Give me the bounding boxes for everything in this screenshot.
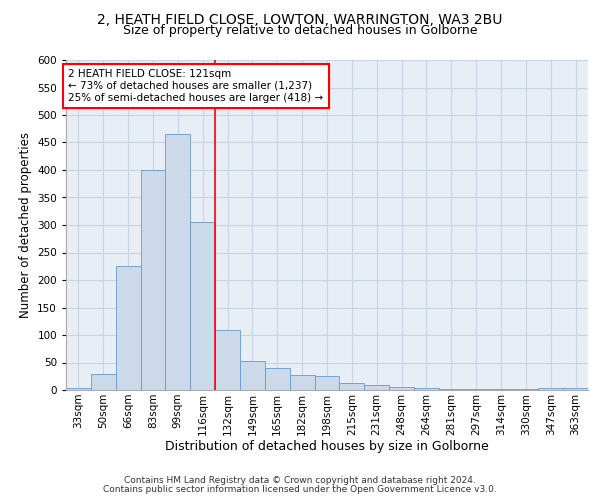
X-axis label: Distribution of detached houses by size in Golborne: Distribution of detached houses by size … bbox=[165, 440, 489, 454]
Bar bbox=[265, 368, 290, 390]
Bar bbox=[166, 134, 190, 390]
Bar bbox=[364, 384, 389, 390]
Bar bbox=[340, 384, 364, 390]
Bar bbox=[91, 374, 116, 390]
Bar bbox=[240, 362, 265, 390]
Bar bbox=[140, 170, 166, 390]
Text: Contains public sector information licensed under the Open Government Licence v3: Contains public sector information licen… bbox=[103, 485, 497, 494]
Bar bbox=[563, 388, 588, 390]
Bar bbox=[215, 330, 240, 390]
Text: Size of property relative to detached houses in Golborne: Size of property relative to detached ho… bbox=[123, 24, 477, 37]
Bar bbox=[290, 375, 314, 390]
Bar bbox=[190, 222, 215, 390]
Bar bbox=[538, 388, 563, 390]
Bar bbox=[66, 388, 91, 390]
Text: 2 HEATH FIELD CLOSE: 121sqm
← 73% of detached houses are smaller (1,237)
25% of : 2 HEATH FIELD CLOSE: 121sqm ← 73% of det… bbox=[68, 70, 323, 102]
Y-axis label: Number of detached properties: Number of detached properties bbox=[19, 132, 32, 318]
Bar bbox=[314, 376, 340, 390]
Bar bbox=[414, 388, 439, 390]
Bar bbox=[389, 387, 414, 390]
Bar bbox=[439, 389, 464, 390]
Text: Contains HM Land Registry data © Crown copyright and database right 2024.: Contains HM Land Registry data © Crown c… bbox=[124, 476, 476, 485]
Bar bbox=[116, 266, 140, 390]
Text: 2, HEATH FIELD CLOSE, LOWTON, WARRINGTON, WA3 2BU: 2, HEATH FIELD CLOSE, LOWTON, WARRINGTON… bbox=[97, 12, 503, 26]
